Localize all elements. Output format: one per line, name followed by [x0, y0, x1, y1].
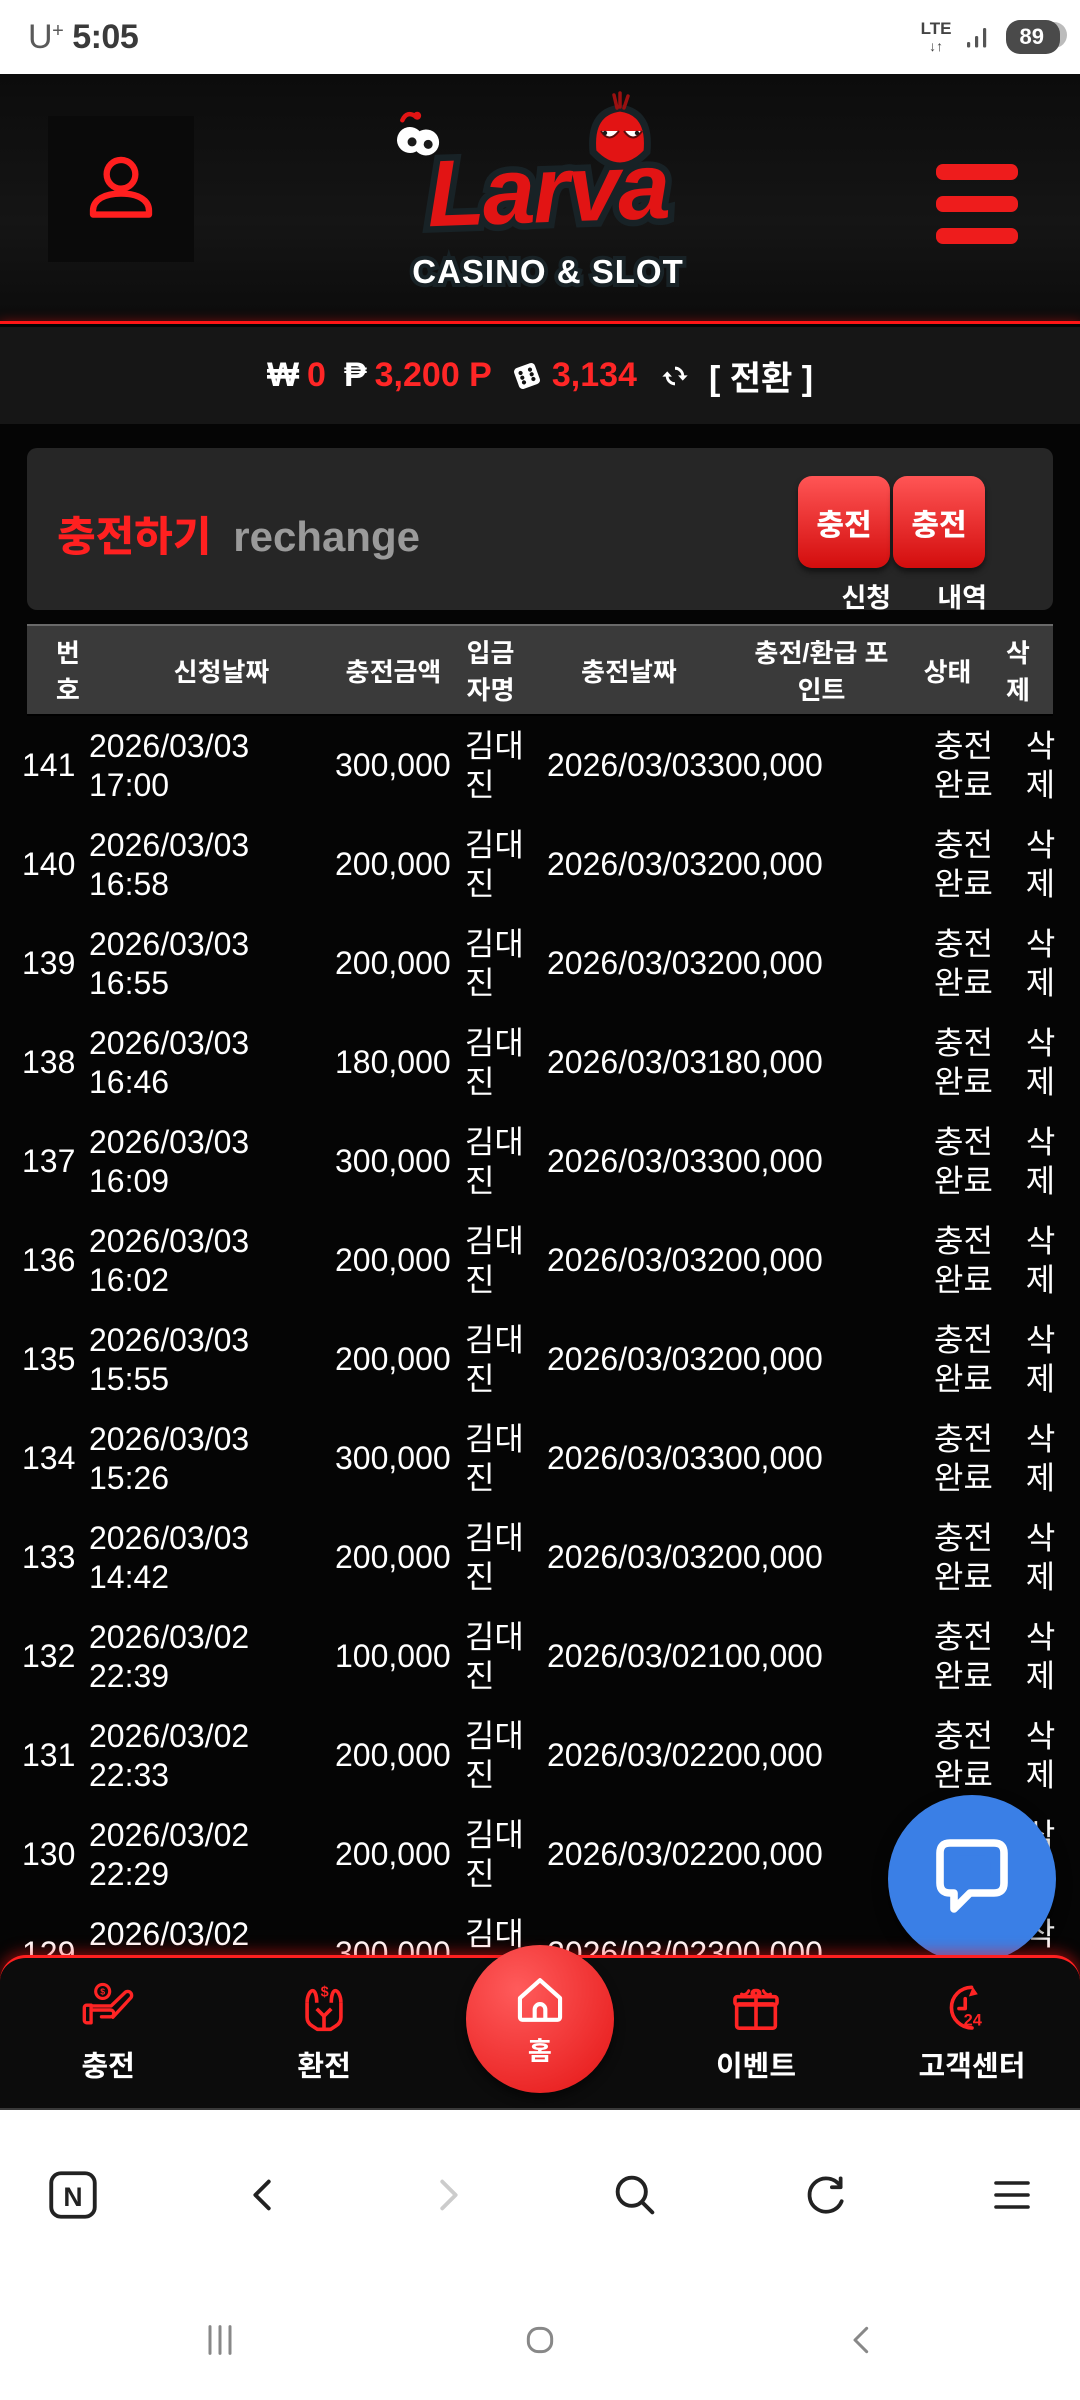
svg-text:$: $ — [321, 1985, 329, 2001]
svg-text:N: N — [63, 2182, 82, 2212]
svg-text:$: $ — [100, 1987, 105, 1997]
svg-text:CASINO & SLOT: CASINO & SLOT — [412, 253, 684, 290]
svg-text:24: 24 — [964, 2012, 983, 2030]
